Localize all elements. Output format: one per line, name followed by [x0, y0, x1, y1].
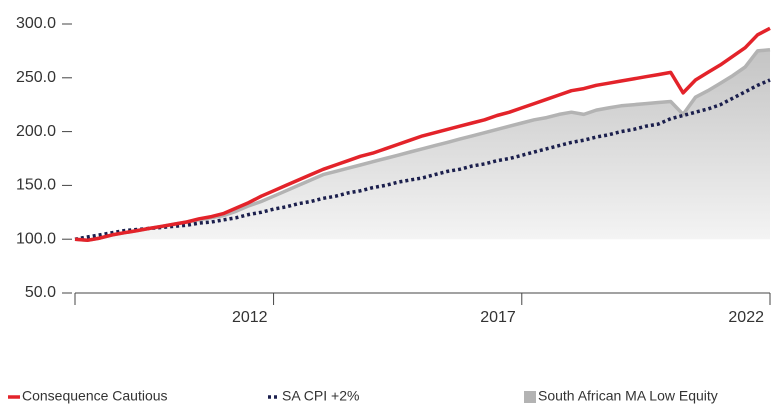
x-tick-label: 2022 [728, 309, 764, 326]
legend-label: SA CPI +2% [282, 388, 359, 404]
legend-label: South African MA Low Equity [538, 388, 718, 404]
y-tick-label: 250.0 [16, 69, 56, 86]
area [75, 49, 770, 241]
legend-swatch [524, 391, 536, 403]
x-tick-label: 2017 [480, 309, 516, 326]
legend-label: Consequence Cautious [22, 388, 168, 404]
y-tick-label: 100.0 [16, 230, 56, 247]
line [74, 26, 771, 243]
y-tick-label: 300.0 [16, 15, 56, 32]
line [74, 78, 771, 241]
y-tick-label: 200.0 [16, 123, 56, 140]
x-tick-label: 2012 [232, 309, 268, 326]
y-tick-label: 150.0 [16, 177, 56, 194]
y-tick-label: 50.0 [25, 284, 56, 301]
